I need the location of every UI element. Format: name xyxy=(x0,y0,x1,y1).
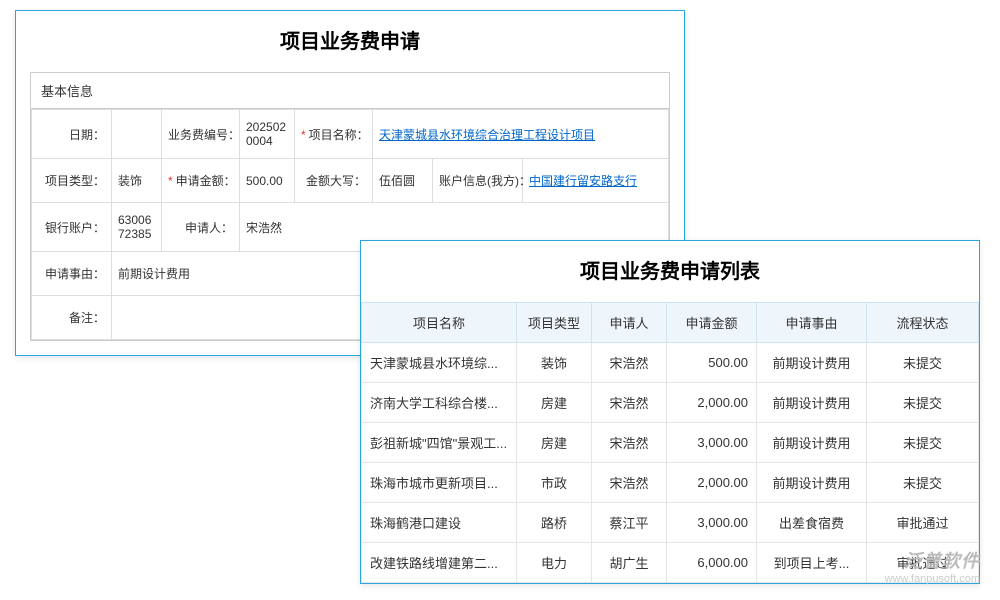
cell-amount: 3,000.00 xyxy=(667,503,757,543)
col-reason[interactable]: 申请事由 xyxy=(757,303,867,343)
value-date[interactable] xyxy=(112,110,162,159)
col-status[interactable]: 流程状态 xyxy=(867,303,979,343)
value-project-type: 装饰 xyxy=(112,159,162,203)
cell-reason: 到项目上考... xyxy=(757,543,867,583)
cell-reason: 出差食宿费 xyxy=(757,503,867,543)
cell-applicant[interactable]: 宋浩然 xyxy=(592,463,667,503)
col-type[interactable]: 项目类型 xyxy=(517,303,592,343)
label-date: 日期： xyxy=(32,110,112,159)
cell-reason: 前期设计费用 xyxy=(757,383,867,423)
cell-applicant[interactable]: 宋浩然 xyxy=(592,423,667,463)
cell-amount: 3,000.00 xyxy=(667,423,757,463)
form-row: 项目类型： 装饰 *申请金额： 500.00 金额大写： 伍佰圆 账户信息(我方… xyxy=(32,159,669,203)
cell-type: 房建 xyxy=(517,423,592,463)
account-info-link[interactable]: 中国建行留安路支行 xyxy=(529,174,637,188)
form-title: 项目业务费申请 xyxy=(16,11,684,72)
table-row[interactable]: 济南大学工科综合楼...房建宋浩然2,000.00前期设计费用未提交 xyxy=(362,383,979,423)
cell-type: 装饰 xyxy=(517,343,592,383)
list-panel: 项目业务费申请列表 项目名称 项目类型 申请人 申请金额 申请事由 流程状态 天… xyxy=(360,240,980,584)
label-fee-no: 业务费编号： xyxy=(162,110,240,159)
label-bank-account: 银行账户： xyxy=(32,203,112,252)
label-amount-cn: 金额大写： xyxy=(295,159,373,203)
table-row[interactable]: 珠海鹤港口建设路桥蔡江平3,000.00出差食宿费审批通过 xyxy=(362,503,979,543)
cell-reason: 前期设计费用 xyxy=(757,343,867,383)
cell-amount: 2,000.00 xyxy=(667,463,757,503)
value-account-info[interactable]: 中国建行留安路支行 xyxy=(523,159,669,203)
cell-name[interactable]: 珠海鹤港口建设 xyxy=(362,503,517,543)
label-account-info: 账户信息(我方)： xyxy=(433,159,523,203)
label-project-name: *项目名称： xyxy=(295,110,373,159)
cell-amount: 500.00 xyxy=(667,343,757,383)
cell-reason: 前期设计费用 xyxy=(757,423,867,463)
label-applicant: 申请人： xyxy=(162,203,240,252)
col-amount[interactable]: 申请金额 xyxy=(667,303,757,343)
cell-type: 市政 xyxy=(517,463,592,503)
value-bank-account: 630067​2385 xyxy=(112,203,162,252)
cell-name[interactable]: 天津蒙城县水环境综... xyxy=(362,343,517,383)
project-name-link[interactable]: 天津蒙城县水环境综合治理工程设计项目 xyxy=(379,128,595,142)
cell-name[interactable]: 改建铁路线增建第二... xyxy=(362,543,517,583)
table-row[interactable]: 天津蒙城县水环境综...装饰宋浩然500.00前期设计费用未提交 xyxy=(362,343,979,383)
cell-amount: 2,000.00 xyxy=(667,383,757,423)
cell-status[interactable]: 未提交 xyxy=(867,383,979,423)
table-row[interactable]: 珠海市城市更新项目...市政宋浩然2,000.00前期设计费用未提交 xyxy=(362,463,979,503)
cell-type: 电力 xyxy=(517,543,592,583)
label-remark: 备注： xyxy=(32,296,112,340)
cell-applicant[interactable]: 宋浩然 xyxy=(592,343,667,383)
label-apply-reason: 申请事由： xyxy=(32,252,112,296)
cell-status[interactable]: 未提交 xyxy=(867,463,979,503)
value-fee-no: 2025020004 xyxy=(240,110,295,159)
cell-status[interactable]: 未提交 xyxy=(867,423,979,463)
value-project-name[interactable]: 天津蒙城县水环境综合治理工程设计项目 xyxy=(373,110,669,159)
form-row: 日期： 业务费编号： 2025020004 *项目名称： 天津蒙城县水环境综合治… xyxy=(32,110,669,159)
section-title: 基本信息 xyxy=(31,73,669,109)
cell-status[interactable]: 未提交 xyxy=(867,343,979,383)
cell-type: 房建 xyxy=(517,383,592,423)
value-apply-amount[interactable]: 500.00 xyxy=(240,159,295,203)
cell-name[interactable]: 济南大学工科综合楼... xyxy=(362,383,517,423)
cell-status[interactable]: 审批通过 xyxy=(867,503,979,543)
table-header-row: 项目名称 项目类型 申请人 申请金额 申请事由 流程状态 xyxy=(362,303,979,343)
label-project-type: 项目类型： xyxy=(32,159,112,203)
col-name[interactable]: 项目名称 xyxy=(362,303,517,343)
cell-type: 路桥 xyxy=(517,503,592,543)
cell-amount: 6,000.00 xyxy=(667,543,757,583)
label-apply-amount: *申请金额： xyxy=(162,159,240,203)
cell-status[interactable]: 审批通过 xyxy=(867,543,979,583)
cell-reason: 前期设计费用 xyxy=(757,463,867,503)
table-row[interactable]: 彭祖新城"四馆"景观工...房建宋浩然3,000.00前期设计费用未提交 xyxy=(362,423,979,463)
data-table: 项目名称 项目类型 申请人 申请金额 申请事由 流程状态 天津蒙城县水环境综..… xyxy=(361,302,979,583)
table-row[interactable]: 改建铁路线增建第二...电力胡广生6,000.00到项目上考...审批通过 xyxy=(362,543,979,583)
cell-applicant[interactable]: 宋浩然 xyxy=(592,383,667,423)
cell-applicant[interactable]: 胡广生 xyxy=(592,543,667,583)
col-applicant[interactable]: 申请人 xyxy=(592,303,667,343)
list-title: 项目业务费申请列表 xyxy=(361,241,979,302)
cell-name[interactable]: 珠海市城市更新项目... xyxy=(362,463,517,503)
value-amount-cn: 伍佰圆 xyxy=(373,159,433,203)
cell-applicant[interactable]: 蔡江平 xyxy=(592,503,667,543)
cell-name[interactable]: 彭祖新城"四馆"景观工... xyxy=(362,423,517,463)
